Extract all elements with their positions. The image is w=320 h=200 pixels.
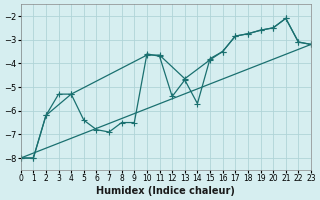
X-axis label: Humidex (Indice chaleur): Humidex (Indice chaleur) — [96, 186, 235, 196]
